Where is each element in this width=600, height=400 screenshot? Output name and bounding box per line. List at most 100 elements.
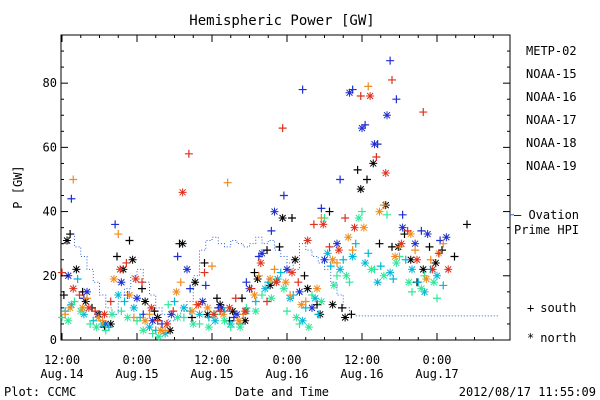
north-marker [358,124,366,133]
marker-legend-north: * north [527,331,576,345]
north-marker [108,310,116,319]
north-marker [217,303,226,312]
south-marker [314,310,323,319]
south-marker [173,252,182,261]
south-marker [58,268,66,277]
legend-entry: NOAA-18 [526,136,577,150]
south-marker [286,291,295,300]
north-marker [344,233,353,242]
south-marker [450,252,459,261]
north-marker [406,255,415,264]
south-marker [401,255,410,264]
south-marker [61,310,70,319]
south-marker [333,258,341,267]
south-marker [75,291,84,300]
north-marker [123,313,132,322]
north-marker [241,316,250,325]
x-tick-label-date: Aug.16 [265,367,308,381]
south-marker [389,275,398,283]
north-marker [194,300,203,309]
north-marker [442,233,451,242]
south-marker [353,165,362,174]
x-tick-label-time: 12:00 [194,353,230,367]
south-marker [325,207,334,216]
north-marker [225,303,234,312]
north-marker [404,278,413,287]
south-marker [298,85,307,94]
south-marker [326,262,335,271]
legend: METP-02 NOAA-15 NOAA-16 NOAA-17 NOAA-18 NOAA-… [526,44,577,173]
north-marker [81,297,90,306]
south-marker [186,284,195,293]
south-marker [398,210,407,219]
north-marker [397,239,406,248]
north-marker [373,278,382,287]
south-marker [308,291,316,300]
north-marker [78,303,87,312]
y-axis-label: P [GW] [11,165,25,208]
north-marker [406,230,415,239]
south-marker [379,201,388,210]
north-marker [283,265,291,274]
south-marker [138,278,146,287]
north-marker [63,236,71,245]
north-marker [392,258,401,267]
south-marker [403,226,412,235]
x-tick-label-date: Aug.15 [190,367,233,381]
north-marker [267,294,276,303]
north-marker [241,307,250,316]
south-marker [251,297,260,306]
south-marker [417,226,426,235]
y-tick-label: 40 [43,205,57,219]
north-marker [383,111,391,120]
south-marker [59,291,68,300]
south-marker [388,75,396,84]
north-marker [228,307,237,316]
x-tick-label-date: Aug.14 [40,367,83,381]
north-marker [348,252,357,261]
south-marker [200,258,209,267]
x-tick-label-date: Aug.17 [415,367,458,381]
north-marker [308,303,316,312]
legend-entry: METP-02 [526,44,577,58]
south-marker [70,297,79,306]
north-marker [148,316,157,325]
south-marker [351,239,360,248]
north-marker [341,313,350,322]
north-marker [64,271,73,280]
south-marker [120,297,129,306]
south-marker [267,226,276,235]
north-marker [431,258,440,267]
south-marker [73,275,82,283]
y-tick-label: 80 [43,76,57,90]
south-marker [231,294,240,303]
north-marker [398,223,407,232]
north-marker [320,255,329,264]
north-marker [304,323,313,332]
south-marker [411,246,420,255]
south-marker [83,294,91,303]
south-marker [386,56,395,65]
north-marker [195,310,204,319]
north-marker [408,265,416,274]
y-tick-label: 20 [43,269,57,283]
south-marker [325,242,334,251]
plot-credit: Plot: CCMC [4,385,76,399]
north-marker [92,323,101,332]
south-marker [270,265,279,274]
south-marker [336,175,345,184]
north-marker [173,313,182,322]
north-marker [323,249,332,258]
north-marker [172,287,181,296]
south-marker [201,281,210,290]
south-marker [363,175,371,184]
south-marker [263,246,271,255]
north-marker [444,265,453,274]
plot-frame [60,34,511,341]
north-marker [189,319,198,328]
south-marker [208,262,216,271]
north-marker [270,207,279,216]
north-marker [163,319,171,328]
south-marker [376,262,385,271]
